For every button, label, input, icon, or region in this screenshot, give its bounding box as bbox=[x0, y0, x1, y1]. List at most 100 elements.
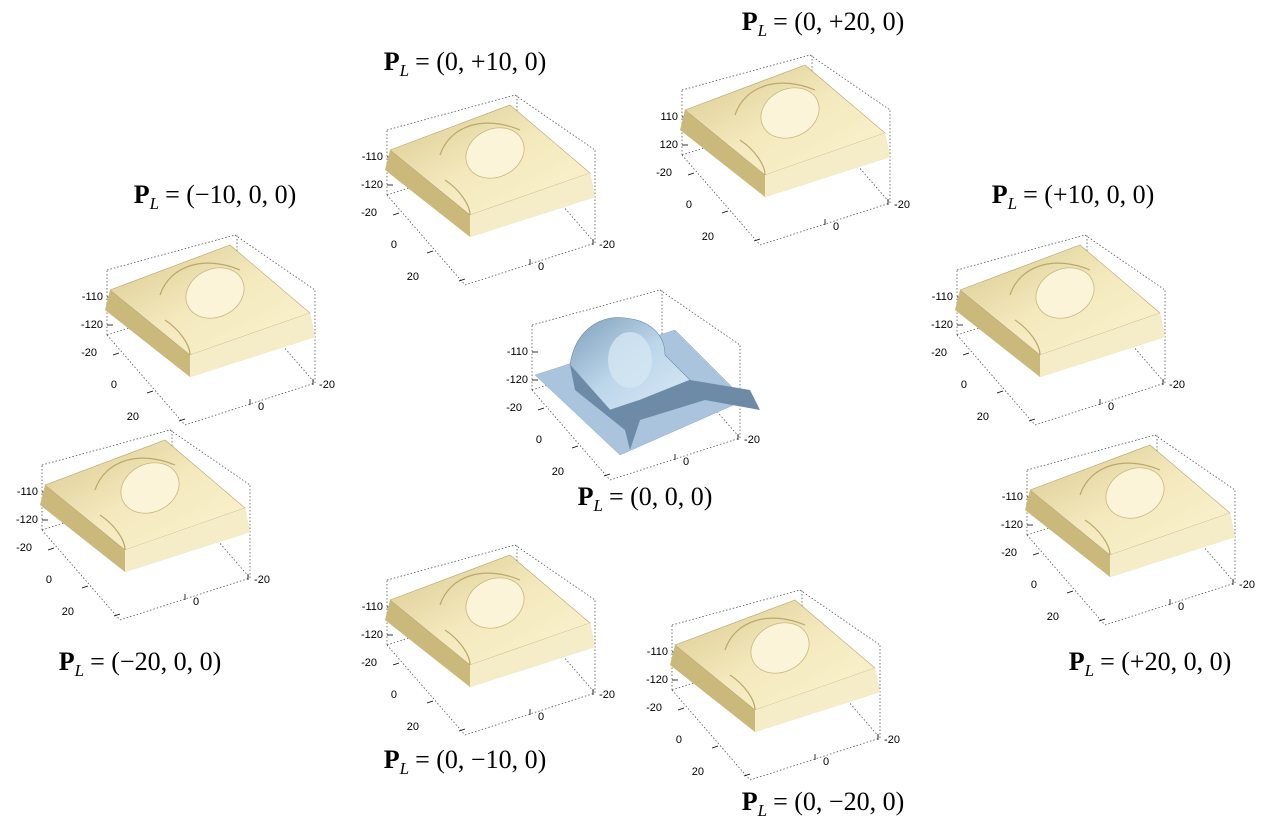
panel-label: PL = (0, +20, 0) bbox=[742, 7, 905, 40]
z-tick-label: -110 bbox=[17, 486, 38, 498]
label-coords: = (0, 0, 0) bbox=[609, 482, 712, 511]
z-tick-label: -120 bbox=[506, 374, 528, 386]
z-tick-label: 110 bbox=[660, 111, 678, 123]
surface-front bbox=[470, 173, 595, 237]
y-tick-label: 0 bbox=[1031, 579, 1037, 591]
z-tick-label: -110 bbox=[362, 601, 383, 613]
z-tick-label: -120 bbox=[361, 629, 383, 641]
surface-front bbox=[190, 313, 315, 377]
axis-box-line bbox=[386, 544, 516, 581]
z-tick-label: -110 bbox=[362, 151, 383, 163]
z-tick-label: -120 bbox=[16, 514, 38, 526]
face-feature bbox=[1105, 467, 1165, 519]
y-tick-label: 20 bbox=[407, 271, 419, 283]
tick-mark bbox=[1098, 618, 1106, 622]
y-tick-label: 20 bbox=[977, 411, 989, 423]
tick-mark bbox=[711, 745, 719, 749]
face-feature bbox=[465, 577, 525, 629]
axis-box-line bbox=[41, 529, 121, 621]
z-tick-label: -120 bbox=[81, 319, 103, 331]
y-tick-label: -20 bbox=[931, 347, 947, 359]
x-tick-label: -20 bbox=[744, 434, 760, 446]
z-tick-label: -120 bbox=[646, 674, 668, 686]
tick-mark bbox=[112, 352, 120, 356]
label-subscript: L bbox=[399, 759, 409, 778]
x-tick-label: 0 bbox=[193, 596, 199, 608]
axis-box-line bbox=[799, 589, 881, 646]
label-symbol: P bbox=[1069, 647, 1085, 676]
tick-mark bbox=[996, 390, 1004, 394]
surface-front bbox=[125, 508, 250, 572]
axis-box-line bbox=[671, 589, 801, 626]
axis-box-line bbox=[1154, 434, 1236, 491]
tick-mark bbox=[1032, 552, 1040, 556]
surface-plot: 110 120 -20 0 20 0 -20 bbox=[656, 54, 910, 246]
x-tick-label: -20 bbox=[894, 199, 910, 211]
y-tick-label: 20 bbox=[552, 466, 564, 478]
panel-label: PL = (−20, 0, 0) bbox=[59, 647, 222, 680]
surface-front bbox=[470, 623, 595, 687]
y-tick-label: 20 bbox=[692, 766, 704, 778]
z-tick-label: -110 bbox=[647, 646, 668, 658]
x-tick-label: 0 bbox=[1108, 401, 1114, 413]
label-subscript: L bbox=[399, 61, 409, 80]
tick-mark bbox=[743, 773, 751, 777]
panel-label: PL = (+20, 0, 0) bbox=[1069, 647, 1232, 680]
z-tick-label: -120 bbox=[931, 319, 953, 331]
z-tick-label: -120 bbox=[361, 179, 383, 191]
x-tick-label: -20 bbox=[1169, 379, 1185, 391]
z-tick-label: 120 bbox=[660, 139, 678, 151]
axis-box-line bbox=[671, 689, 751, 781]
y-tick-label: -20 bbox=[16, 542, 32, 554]
y-tick-label: 0 bbox=[961, 379, 967, 391]
panel-label: PL = (−10, 0, 0) bbox=[134, 180, 297, 213]
label-coords: = (0, −10, 0) bbox=[415, 745, 546, 774]
label-symbol: P bbox=[742, 7, 758, 36]
tick-mark bbox=[146, 390, 154, 394]
face-feature bbox=[1035, 267, 1095, 319]
y-tick-label: 0 bbox=[676, 734, 682, 746]
label-subscript: L bbox=[757, 21, 767, 40]
axis-box-line bbox=[41, 429, 171, 466]
tick-mark bbox=[458, 728, 466, 732]
axis-box-line bbox=[681, 54, 811, 91]
x-tick-label: 0 bbox=[258, 401, 264, 413]
y-tick-label: 20 bbox=[62, 606, 74, 618]
x-tick-label: 0 bbox=[1178, 601, 1184, 613]
y-tick-label: 0 bbox=[111, 379, 117, 391]
hair-contour bbox=[734, 82, 816, 176]
panel-label: PL = (0, 0, 0) bbox=[578, 482, 713, 515]
surface-front bbox=[755, 668, 880, 732]
x-tick-label: 0 bbox=[538, 711, 544, 723]
axis-box-line bbox=[514, 94, 596, 151]
y-tick-label: -20 bbox=[81, 347, 97, 359]
axis-box-line bbox=[234, 234, 316, 291]
axis-box-line bbox=[956, 234, 1086, 271]
surface-plot: -110 -120 -20 0 20 0 -20 bbox=[646, 589, 900, 781]
tick-mark bbox=[1028, 418, 1036, 422]
y-tick-label: 20 bbox=[702, 231, 714, 243]
label-coords: = (−20, 0, 0) bbox=[90, 647, 221, 676]
x-tick-label: -20 bbox=[599, 689, 615, 701]
y-tick-label: 0 bbox=[391, 239, 397, 251]
y-tick-label: 0 bbox=[686, 199, 692, 211]
label-subscript: L bbox=[149, 194, 159, 213]
z-tick-label: -110 bbox=[507, 346, 528, 358]
y-tick-label: 0 bbox=[46, 574, 52, 586]
axis-box-line bbox=[681, 154, 761, 246]
label-coords: = (0, +20, 0) bbox=[773, 7, 904, 36]
tick-mark bbox=[537, 407, 545, 411]
y-tick-label: -20 bbox=[506, 402, 522, 414]
label-symbol: P bbox=[59, 647, 75, 676]
axis-box-line bbox=[531, 389, 611, 481]
surface-plot: -110 -120 -20 0 20 0 -20 bbox=[81, 234, 335, 426]
x-tick-label: 0 bbox=[683, 456, 689, 468]
label-coords: = (+20, 0, 0) bbox=[1100, 647, 1231, 676]
panel-label: PL = (0, −20, 0) bbox=[742, 787, 905, 820]
axis-box-line bbox=[956, 334, 1036, 426]
tick-mark bbox=[677, 707, 685, 711]
hair-contour bbox=[439, 572, 521, 666]
axis-box-line bbox=[531, 289, 661, 326]
x-tick-label: -20 bbox=[884, 734, 900, 746]
